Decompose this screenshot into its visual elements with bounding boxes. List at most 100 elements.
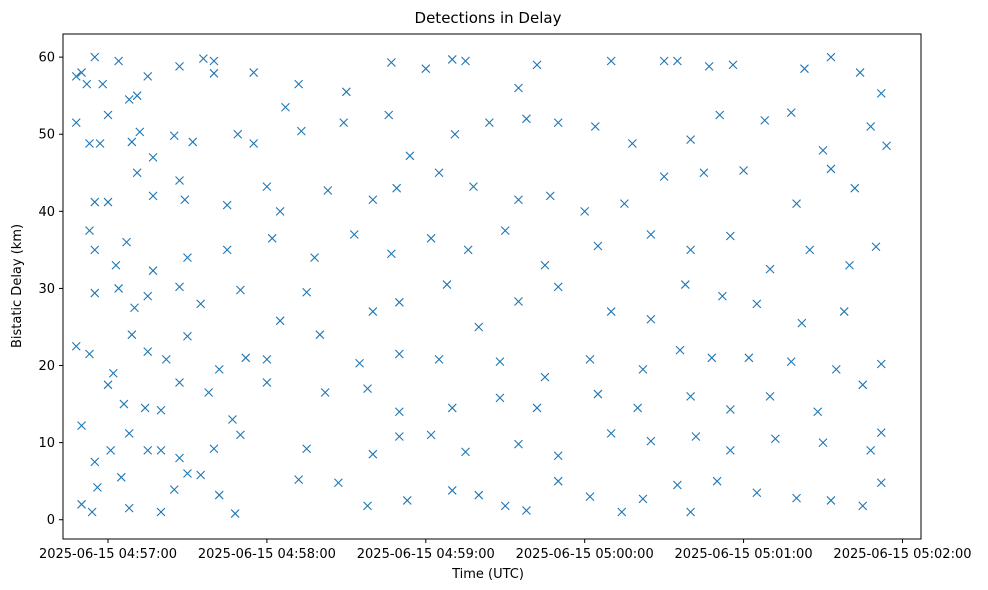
data-point	[718, 291, 727, 301]
data-point	[143, 291, 153, 301]
data-point	[85, 349, 94, 359]
data-point	[672, 56, 682, 66]
data-point	[826, 52, 836, 62]
data-point	[77, 421, 86, 431]
data-point	[728, 60, 738, 70]
data-point	[627, 139, 637, 148]
data-point	[386, 249, 396, 259]
data-point	[744, 353, 754, 363]
data-point	[196, 470, 206, 480]
y-tick-label: 60	[38, 51, 55, 66]
data-point	[850, 183, 860, 193]
data-point	[463, 245, 473, 255]
data-point	[813, 407, 823, 417]
data-point	[302, 444, 312, 454]
data-point	[310, 253, 319, 262]
data-point	[876, 428, 886, 437]
data-point	[82, 79, 92, 89]
data-point	[447, 486, 457, 495]
data-point	[175, 61, 184, 71]
data-point	[124, 503, 134, 513]
x-tick-label: 2025-06-15 04:59:00	[357, 547, 495, 562]
data-point	[606, 56, 616, 66]
data-point	[606, 428, 616, 438]
data-point	[760, 115, 770, 125]
data-point	[175, 378, 184, 387]
data-point	[704, 61, 714, 71]
data-point	[715, 110, 725, 120]
data-point	[95, 139, 105, 148]
data-point	[127, 137, 137, 147]
data-point	[500, 226, 510, 235]
data-point	[183, 331, 192, 341]
data-point	[175, 282, 184, 292]
plot-area-frame	[62, 33, 922, 540]
data-point	[209, 444, 219, 454]
data-point	[175, 176, 184, 185]
data-point	[866, 122, 876, 131]
y-tick-label: 50	[38, 128, 55, 143]
data-point	[132, 168, 142, 178]
data-point	[500, 501, 510, 511]
data-point	[659, 172, 669, 182]
data-point	[71, 118, 81, 128]
data-point	[686, 391, 695, 401]
data-point	[323, 186, 333, 195]
data-point	[161, 354, 171, 364]
data-point	[175, 453, 184, 463]
data-point	[394, 349, 404, 359]
data-point	[514, 297, 523, 306]
data-point	[686, 507, 695, 517]
data-point	[85, 139, 94, 148]
data-point	[545, 191, 555, 201]
data-point	[580, 206, 590, 216]
data-point	[262, 354, 272, 364]
data-point	[108, 368, 118, 378]
x-tick-label: 2025-06-15 04:58:00	[198, 547, 336, 562]
data-point	[474, 322, 484, 332]
data-point	[617, 507, 627, 517]
data-point	[394, 297, 404, 307]
data-point	[302, 287, 312, 297]
data-point	[495, 357, 505, 367]
data-point	[363, 384, 372, 394]
data-point	[222, 200, 232, 210]
data-point	[522, 506, 531, 515]
data-point	[209, 68, 219, 78]
data-point	[434, 168, 444, 178]
data-point	[800, 64, 809, 74]
data-point	[148, 152, 158, 162]
data-point	[349, 230, 359, 239]
data-point	[725, 231, 735, 241]
data-point	[148, 191, 158, 201]
data-point	[855, 68, 865, 77]
data-point	[262, 182, 272, 192]
x-axis-ticks: 2025-06-15 04:57:00 2025-06-15 04:58:00 20…	[39, 539, 972, 562]
data-point	[71, 72, 81, 81]
data-point	[98, 79, 108, 89]
data-point	[103, 380, 113, 390]
data-point	[236, 285, 245, 295]
data-point	[442, 280, 452, 289]
y-tick-label: 20	[38, 359, 55, 374]
data-point	[699, 168, 709, 178]
data-point	[249, 68, 259, 77]
data-point	[124, 428, 134, 438]
data-point	[368, 195, 378, 205]
data-point	[831, 364, 841, 374]
data-point	[461, 56, 470, 66]
data-point	[646, 314, 656, 324]
data-point	[241, 353, 251, 363]
data-point	[204, 388, 214, 397]
data-point	[85, 226, 94, 235]
data-point	[839, 307, 849, 316]
data-point	[447, 55, 457, 64]
data-point	[620, 199, 629, 209]
data-point	[540, 372, 550, 382]
data-point	[447, 403, 457, 413]
data-point	[871, 242, 881, 252]
data-point	[363, 501, 372, 511]
data-point	[680, 280, 690, 289]
data-point	[183, 253, 192, 262]
data-point	[394, 407, 404, 417]
